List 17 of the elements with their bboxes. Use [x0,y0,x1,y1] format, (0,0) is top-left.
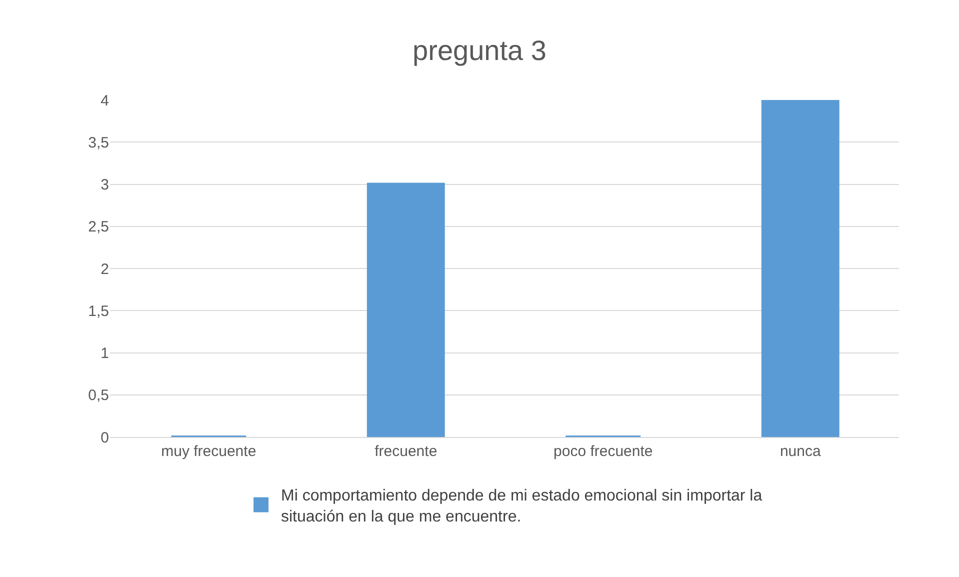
y-tick-label: 0 [100,429,109,446]
y-tick-label: 4 [100,92,109,110]
y-tick-label: 3 [100,176,109,194]
y-tick-label: 2,5 [88,218,109,236]
chart-title: pregunta 3 [412,34,546,66]
x-tick-label: poco frecuente [554,443,653,460]
x-tick-label: muy frecuente [161,443,256,460]
y-tick-label: 0,5 [88,387,109,404]
bar [366,182,445,437]
bar [761,100,840,437]
x-tick-label: frecuente [374,443,438,460]
legend-label: Mi comportamiento depende de mi estado emocional sin importar la situación en la que me encuentre. [281,488,762,526]
y-tick-label: 1,5 [88,302,109,320]
y-tick-label: 2 [100,260,109,278]
y-tick-label: 3,5 [88,134,109,152]
x-tick-label: nunca [780,443,822,460]
y-tick-label: 1 [100,345,109,362]
